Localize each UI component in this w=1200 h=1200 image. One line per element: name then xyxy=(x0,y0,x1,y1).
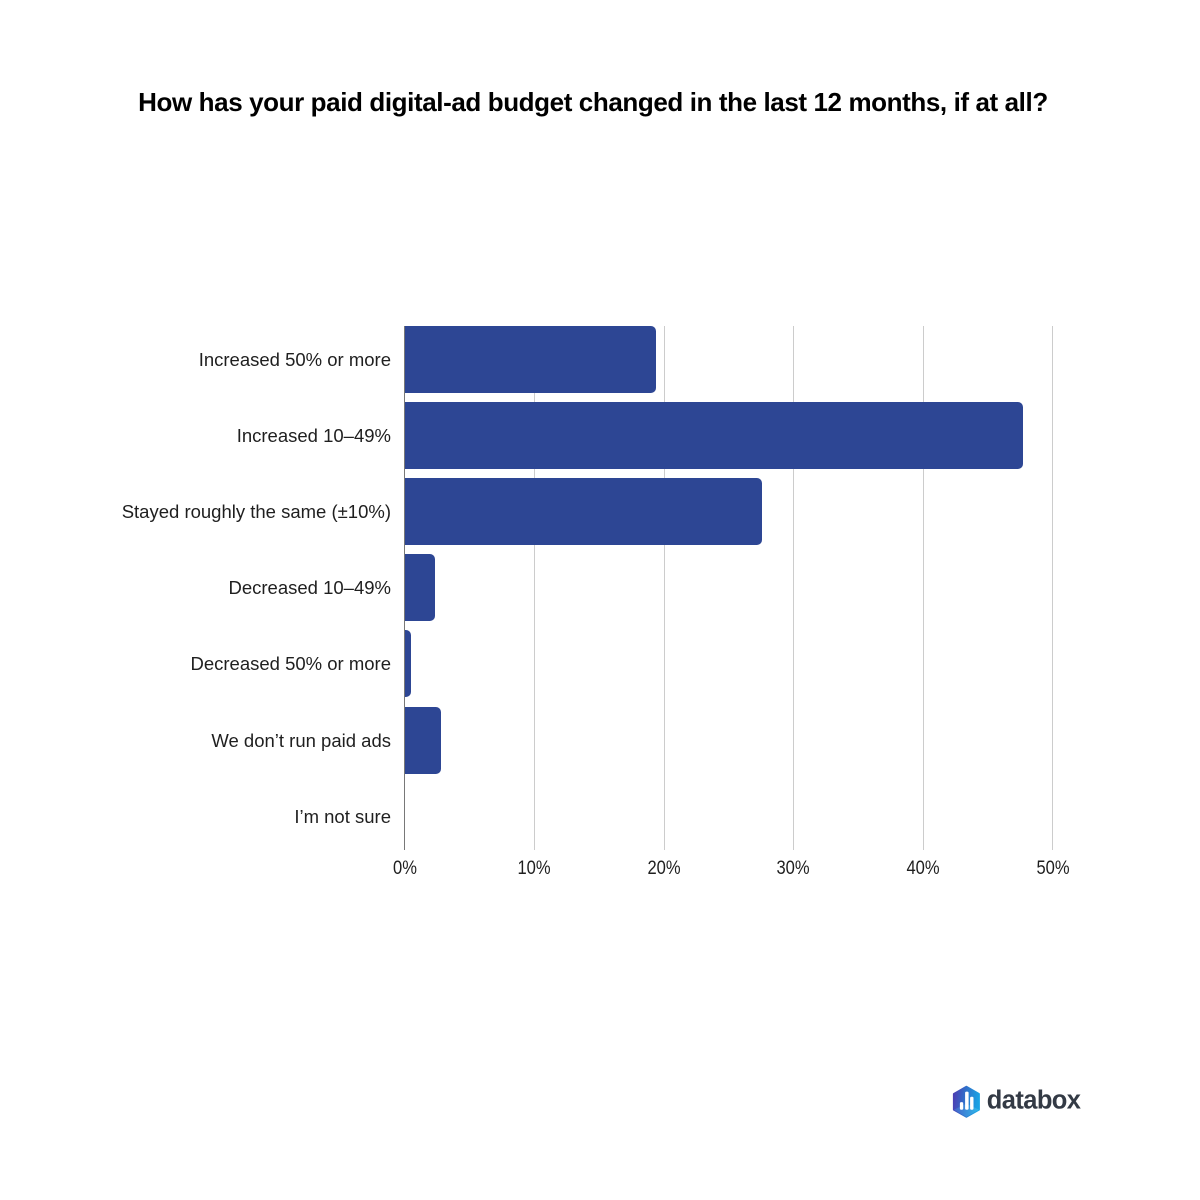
svg-text:databox: databox xyxy=(987,1087,1081,1115)
